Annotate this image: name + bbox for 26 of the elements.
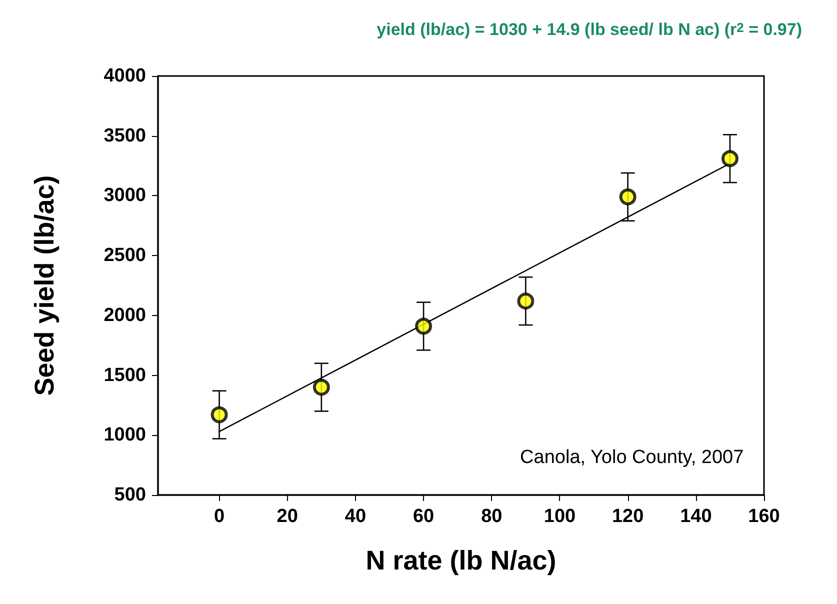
point <box>312 378 330 396</box>
x-tick-label: 60 <box>412 506 434 527</box>
x-tick-label: 40 <box>344 506 366 527</box>
point <box>721 150 738 168</box>
point <box>619 188 636 206</box>
x-tick-label: 160 <box>748 506 780 527</box>
y-tick-label: 4000 <box>104 66 146 86</box>
x-tick-label: 20 <box>276 506 298 527</box>
point <box>210 406 228 424</box>
y-tick-label: 1000 <box>104 424 146 446</box>
y-tick-label: 3000 <box>104 185 146 206</box>
x-axis-title: N rate (lb N/ac) <box>366 546 556 576</box>
y-tick-label: 1500 <box>104 364 146 386</box>
x-tick-label: 140 <box>680 506 712 527</box>
point <box>517 292 534 310</box>
x-tick-label: 100 <box>544 506 576 527</box>
y-tick-label: 500 <box>114 484 146 506</box>
y-tick-label: 2000 <box>104 304 146 326</box>
y-tick-label: 3500 <box>104 125 146 146</box>
y-tick-label: 2500 <box>104 245 146 266</box>
annotation: Canola, Yolo County, 2007 <box>520 447 744 468</box>
x-tick-label: 0 <box>214 506 225 527</box>
x-tick-label: 80 <box>481 506 502 527</box>
point <box>415 318 432 335</box>
x-tick-label: 120 <box>612 506 644 527</box>
y-axis-title: Seed yield (lb/ac) <box>30 175 60 396</box>
